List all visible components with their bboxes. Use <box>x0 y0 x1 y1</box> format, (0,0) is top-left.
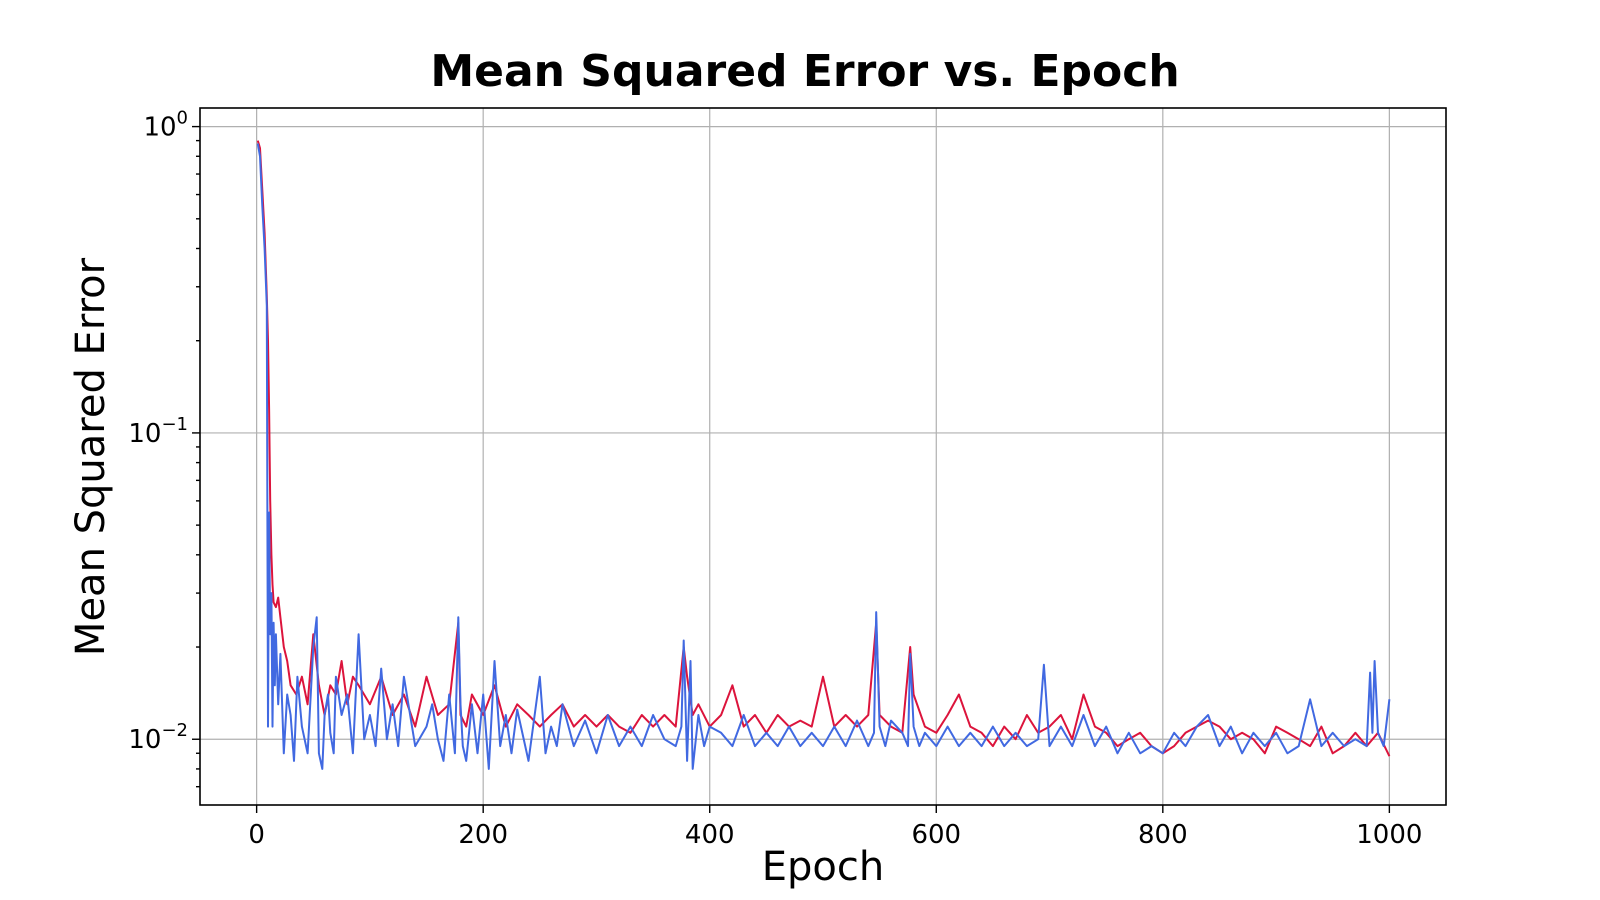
series-line-1 <box>256 143 1391 770</box>
chart-title: Mean Squared Error vs. Epoch <box>430 46 1179 97</box>
y-tick-label-0: 100 <box>143 108 188 143</box>
x-tick-label-0: 0 <box>248 820 265 850</box>
x-tick-label-5: 1000 <box>1356 820 1422 850</box>
x-tick-label-4: 800 <box>1138 820 1188 850</box>
y-axis-ticks: 100 10−1 10−2 <box>128 108 200 788</box>
y-axis-label: Mean Squared Error <box>68 257 114 656</box>
plot-frame <box>199 107 1447 806</box>
series-layer <box>256 140 1391 770</box>
x-tick-label-1: 200 <box>458 820 508 850</box>
y-tick-label-1: 10−1 <box>128 414 188 449</box>
grid-lines <box>200 108 1446 805</box>
x-tick-label-2: 400 <box>685 820 735 850</box>
series-line-0 <box>256 140 1391 757</box>
x-axis-ticks: 0 200 400 600 800 1000 <box>248 805 1422 850</box>
x-axis-label: Epoch <box>762 844 884 890</box>
x-tick-label-3: 600 <box>911 820 961 850</box>
y-tick-label-2: 10−2 <box>128 720 188 755</box>
